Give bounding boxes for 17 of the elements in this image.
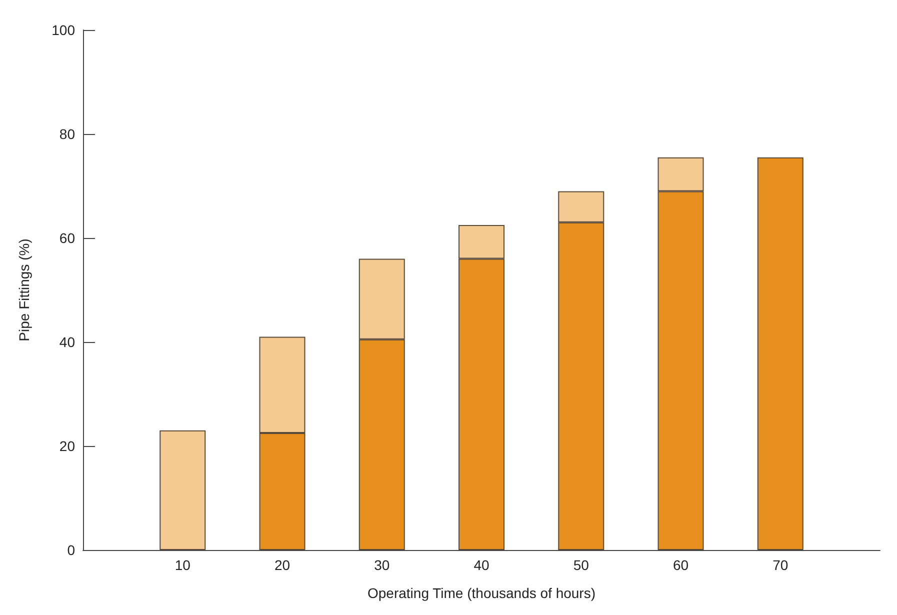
y-tick-label: 80 — [59, 126, 76, 142]
x-tick-label: 60 — [672, 557, 689, 573]
y-tick-label: 60 — [59, 230, 76, 246]
bar — [757, 157, 804, 550]
y-tick-label: 20 — [59, 438, 76, 454]
y-tick-label: 100 — [52, 22, 76, 38]
y-axis-title: Pipe Fittings (%) — [16, 238, 32, 342]
x-tick-label: 70 — [772, 557, 788, 573]
x-tick-label: 40 — [474, 557, 490, 573]
x-axis-title: Operating Time (thousands of hours) — [367, 585, 596, 601]
bar — [160, 430, 206, 550]
y-tick-label: 0 — [67, 542, 76, 558]
x-tick-label: 50 — [573, 557, 590, 573]
x-tick-label: 30 — [374, 557, 390, 573]
y-tick-label: 40 — [59, 334, 76, 350]
x-tick-label: 10 — [174, 557, 191, 573]
x-tick-label: 20 — [274, 557, 290, 573]
